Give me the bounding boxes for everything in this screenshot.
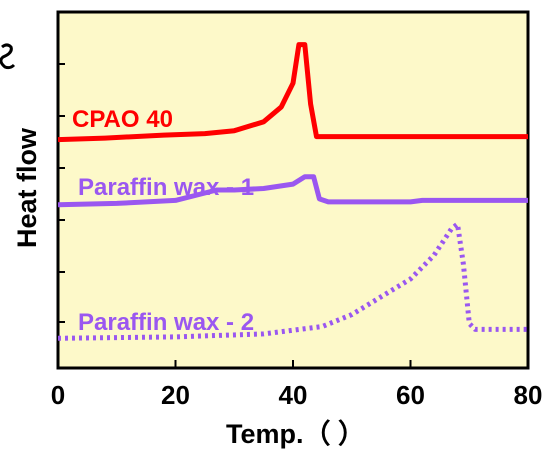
series-line-1 xyxy=(57,174,528,208)
x-tick-label: 80 xyxy=(514,380,543,410)
series-group xyxy=(57,42,528,341)
x-axis-ticks: 0 20 40 60 80 xyxy=(51,360,543,410)
y-axis-ticks xyxy=(58,63,65,323)
x-tick-label: 0 xyxy=(51,380,65,410)
series-label-cpao40: CPAO 40 xyxy=(72,106,173,133)
y-axis-label: Heat flow xyxy=(12,127,42,248)
x-tick-label: 20 xyxy=(161,380,190,410)
x-tick-label: 60 xyxy=(396,380,425,410)
x-axis-label: Temp.（ ） xyxy=(226,419,365,449)
series-label-paraffin-wax-2: Paraffin wax - 2 xyxy=(78,309,254,336)
axis-decoration xyxy=(0,43,16,70)
x-tick-label: 40 xyxy=(279,380,308,410)
series-label-paraffin-wax-1: Paraffin wax - 1 xyxy=(78,174,254,201)
series-line-0 xyxy=(57,42,528,143)
